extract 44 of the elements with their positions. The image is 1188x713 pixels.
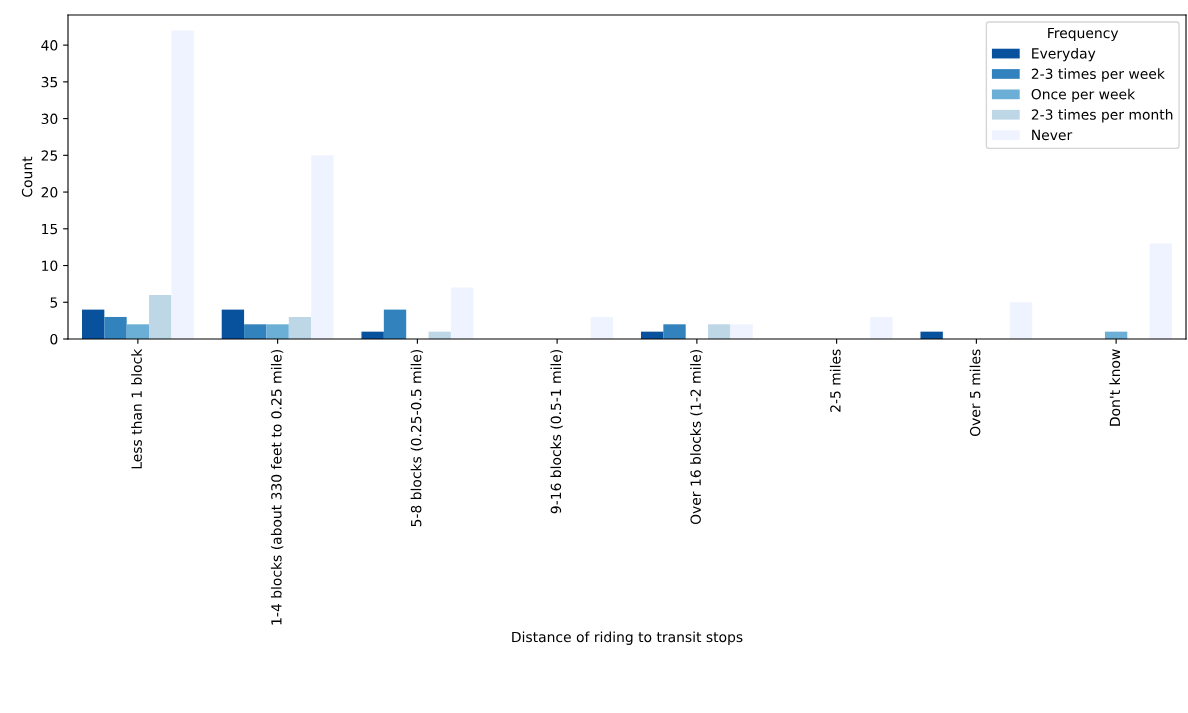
x-tick-label: Don't know bbox=[1109, 349, 1121, 426]
bar bbox=[126, 324, 150, 339]
x-tick-label: 1-4 blocks (about 330 feet to 0.25 mile) bbox=[270, 349, 284, 625]
bar bbox=[149, 294, 172, 339]
x-tick-label: 9-16 blocks (0.5-1 mile) bbox=[550, 349, 563, 514]
y-tick-label: 25 bbox=[41, 150, 58, 161]
y-tick-label: 20 bbox=[41, 187, 58, 198]
x-tick-label: Over 5 miles bbox=[969, 349, 981, 437]
bar bbox=[708, 324, 731, 339]
legend-label: 2-3 times per month bbox=[1031, 109, 1173, 123]
x-axis-title: Distance of riding to transit stops bbox=[512, 631, 743, 645]
y-tick-label: 40 bbox=[41, 40, 58, 51]
x-tick-label: 5-8 blocks (0.25-0.5 mile) bbox=[410, 349, 424, 527]
legend-label: Everyday bbox=[1032, 47, 1096, 62]
bar bbox=[590, 316, 614, 339]
x-tick-label: Less than 1 block bbox=[131, 348, 142, 469]
legend-label: Once per week bbox=[1031, 88, 1136, 103]
y-tick-label: 0 bbox=[50, 333, 58, 345]
y-tick-label: 10 bbox=[42, 260, 58, 271]
y-tick-label: 15 bbox=[42, 223, 58, 235]
bar bbox=[244, 324, 267, 339]
bar bbox=[870, 316, 893, 339]
legend-title: Frequency bbox=[1048, 27, 1119, 41]
bar bbox=[221, 309, 245, 339]
bar bbox=[1149, 243, 1173, 339]
legend-label: 2-3 times per week bbox=[1031, 68, 1165, 82]
bar bbox=[171, 30, 194, 339]
bar bbox=[1009, 302, 1033, 339]
x-tick-label: 2-5 miles bbox=[829, 349, 841, 412]
bar bbox=[450, 287, 474, 339]
bar bbox=[383, 309, 407, 339]
x-tick-label: Over 16 blocks (1-2 mile) bbox=[690, 349, 703, 525]
bar bbox=[81, 309, 105, 339]
bar bbox=[288, 316, 312, 339]
bar bbox=[104, 316, 127, 339]
y-tick-label: 35 bbox=[41, 76, 58, 88]
legend-label: Never bbox=[1032, 129, 1073, 141]
bar bbox=[311, 155, 334, 339]
y-tick-label: 30 bbox=[41, 113, 58, 125]
bar bbox=[730, 324, 753, 339]
y-tick-label: 5 bbox=[50, 297, 58, 308]
bar bbox=[266, 324, 289, 339]
bar bbox=[663, 324, 686, 339]
y-axis-title: Count bbox=[21, 156, 33, 197]
